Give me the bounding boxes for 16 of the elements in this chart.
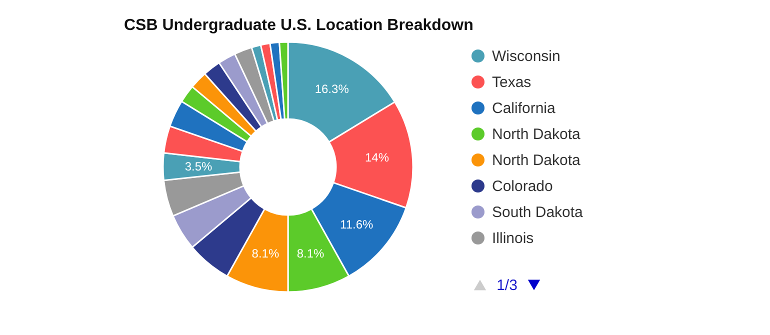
data-label: 14%: [364, 150, 390, 164]
legend-label: North Dakota: [492, 126, 582, 143]
legend-label: South Dakota: [492, 204, 584, 221]
legend-label: Colorado: [492, 178, 553, 195]
legend-label: North Dakota: [492, 152, 582, 169]
text: 1/3: [496, 277, 518, 294]
data-label: 3.5%: [184, 160, 212, 174]
legend-label: Wisconsin: [492, 48, 560, 65]
legend-label: Texas: [492, 74, 532, 91]
data-label: 11.6%: [340, 217, 374, 232]
chart-title: CSB Undergraduate U.S. Location Breakdown: [124, 17, 474, 34]
legend-label: Illinois: [492, 230, 534, 247]
legend-label: California: [492, 100, 556, 117]
data-label: 8.1%: [296, 246, 325, 261]
data-label: 16.3%: [314, 82, 350, 96]
data-label: 8.1%: [252, 246, 280, 261]
